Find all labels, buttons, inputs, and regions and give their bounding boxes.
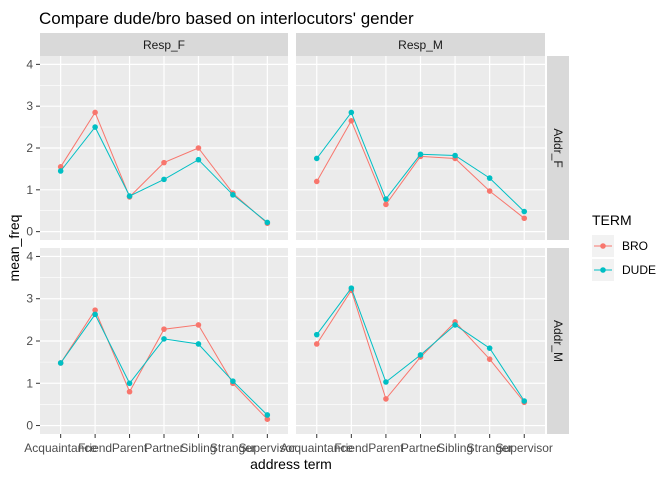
data-point-dude <box>92 311 98 318</box>
data-point-bro <box>161 326 167 332</box>
data-point-bro <box>521 215 528 222</box>
data-point-dude <box>486 175 493 181</box>
data-point-dude <box>230 378 236 384</box>
data-point-dude <box>230 192 236 198</box>
data-point-dude <box>313 155 320 162</box>
data-point-dude <box>195 341 202 347</box>
facet-strip-column-bg <box>40 33 288 56</box>
data-point-dude <box>126 380 133 387</box>
x-tick-label: Stranger <box>467 441 513 455</box>
y-tick-label: 1 <box>26 183 33 197</box>
legend-title: TERM <box>592 212 632 228</box>
y-tick-label: 4 <box>26 249 33 263</box>
data-point-dude <box>452 152 458 159</box>
facet-panel-Resp_F-Addr_M <box>40 248 288 434</box>
data-point-dude <box>57 168 64 174</box>
facet-panel-Resp_M-Addr_F <box>296 56 545 240</box>
y-tick-label: 3 <box>26 292 33 306</box>
x-axis-title: address term <box>250 456 332 472</box>
legend-key-point <box>600 267 606 273</box>
data-point-dude <box>452 322 458 328</box>
data-point-dude <box>383 379 389 385</box>
legend-entry-label: DUDE <box>622 263 656 277</box>
data-point-dude <box>126 193 133 199</box>
data-point-dude <box>313 331 320 338</box>
x-tick-label: Partner <box>144 441 183 455</box>
data-point-dude <box>348 285 355 291</box>
x-tick-label: Partner <box>401 441 440 455</box>
data-point-dude <box>264 219 271 226</box>
chart-title: Compare dude/bro based on interlocutors'… <box>39 9 414 28</box>
x-tick-label: Supervisor <box>496 441 553 455</box>
x-tick-label: Supervisor <box>239 441 296 455</box>
data-point-bro <box>92 109 98 116</box>
data-point-bro <box>313 178 320 185</box>
data-point-dude <box>383 196 389 202</box>
x-tick-label: Friend <box>334 441 368 455</box>
x-tick-label: Acquaintance <box>280 441 353 455</box>
facet-panel-Resp_F-Addr_F <box>40 56 288 240</box>
data-point-bro <box>92 307 98 313</box>
data-point-dude <box>264 412 271 418</box>
y-tick-label: 4 <box>26 57 33 71</box>
y-tick-label: 1 <box>26 376 33 390</box>
legend-key-point <box>600 243 606 249</box>
y-tick-label: 0 <box>26 225 33 239</box>
data-point-bro <box>313 341 320 347</box>
data-point-bro <box>126 388 133 395</box>
data-point-dude <box>348 109 355 116</box>
data-point-bro <box>486 188 493 194</box>
y-tick-label: 3 <box>26 99 33 113</box>
y-tick-label: 2 <box>26 141 33 155</box>
legend: TERM BRO DUDE <box>592 212 656 281</box>
data-point-dude <box>161 176 167 183</box>
data-point-dude <box>521 398 528 404</box>
facet-panel-Resp_M-Addr_M <box>296 248 545 434</box>
y-tick-label: 0 <box>26 419 33 433</box>
x-tick-label: Acquaintance <box>24 441 97 455</box>
data-point-bro <box>161 159 167 166</box>
data-point-dude <box>57 360 64 366</box>
data-point-bro <box>383 201 389 208</box>
facet-strip-column-label: Resp_M <box>398 38 443 52</box>
x-tick-label: Sibling <box>180 441 216 455</box>
data-point-dude <box>417 352 424 358</box>
x-tick-label: Parent <box>368 441 404 455</box>
x-tick-label: Stranger <box>210 441 256 455</box>
data-point-dude <box>161 336 167 342</box>
x-tick-label: Parent <box>112 441 148 455</box>
data-point-dude <box>521 208 528 215</box>
data-point-bro <box>486 356 493 362</box>
facet-strip-row-bg <box>547 56 569 240</box>
data-point-bro <box>195 145 202 151</box>
panels-layer: Resp_F Resp_M Addr_F Addr_M 0 1 2 3 4 0 1 2 3 4 Acquai… <box>24 33 569 455</box>
data-point-bro <box>383 396 389 402</box>
facet-strip-row-label: Addr_F <box>551 128 565 167</box>
y-axis-title: mean_freq <box>6 215 22 282</box>
data-point-dude <box>92 124 98 130</box>
x-tick-label: Friend <box>78 441 112 455</box>
facet-strip-row-bg <box>547 248 569 434</box>
data-point-bro <box>348 118 355 124</box>
facet-strip-row-label: Addr_M <box>551 320 565 362</box>
y-tick-label: 2 <box>26 334 33 348</box>
facet-strip-column-label: Resp_F <box>143 38 185 52</box>
data-point-bro <box>264 416 271 423</box>
x-tick-label: Sibling <box>437 441 473 455</box>
legend-entry-label: BRO <box>622 239 648 253</box>
data-point-dude <box>195 156 202 163</box>
data-point-bro <box>195 322 202 328</box>
data-point-dude <box>417 151 424 158</box>
data-point-bro <box>57 164 64 170</box>
data-point-dude <box>486 345 493 351</box>
facet-strip-column-bg <box>296 33 545 56</box>
